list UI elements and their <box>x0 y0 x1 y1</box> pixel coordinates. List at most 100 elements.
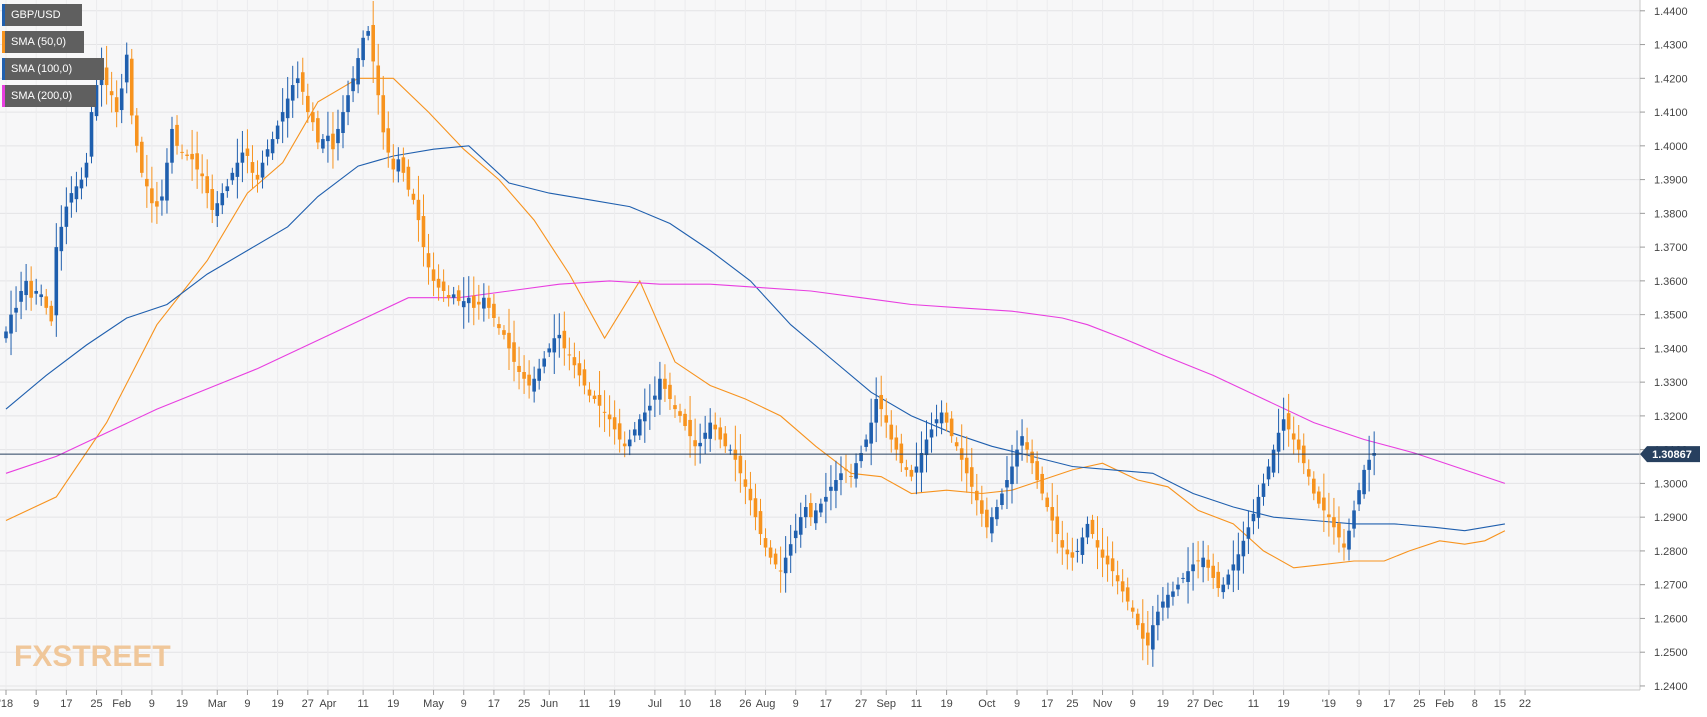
candle-down <box>688 419 692 437</box>
x-tick-label: 19 <box>176 698 188 710</box>
candle-up <box>326 135 330 142</box>
candle-down <box>602 411 607 413</box>
legend-item-sma200[interactable]: SMA (200,0) <box>2 85 96 107</box>
candle-down <box>1045 497 1050 508</box>
candle-down <box>1206 559 1210 568</box>
candle-down <box>758 511 763 535</box>
candle-up <box>39 294 44 298</box>
candle-down <box>944 412 949 423</box>
x-tick-label: 25 <box>1413 698 1425 710</box>
candle-up <box>1266 466 1271 480</box>
candle-up <box>396 159 401 172</box>
x-tick-label: Apr <box>319 698 336 710</box>
x-tick-label: 22 <box>1519 698 1531 710</box>
candle-down <box>426 253 431 268</box>
candle-down <box>668 384 672 400</box>
candle-up <box>990 517 994 534</box>
candle-up <box>537 368 541 381</box>
candle-up <box>1156 611 1160 626</box>
y-tick-label: 1.2400 <box>1654 681 1688 693</box>
candle-up <box>59 226 64 252</box>
candle-up <box>824 496 828 502</box>
candle-down <box>477 301 481 305</box>
candle-down <box>622 443 627 447</box>
candle-up <box>1075 550 1080 552</box>
y-tick-label: 1.3500 <box>1654 310 1688 322</box>
candle-down <box>1055 516 1060 535</box>
candle-up <box>466 297 471 304</box>
x-tick-label: 9 <box>244 698 250 710</box>
x-tick-label: 15 <box>1494 698 1506 710</box>
candle-up <box>1191 564 1195 572</box>
candle-up <box>1256 496 1261 518</box>
candle-up <box>658 378 662 400</box>
x-tick-label: Nov <box>1093 698 1113 710</box>
candle-up <box>461 301 466 308</box>
x-tick-label: Oct <box>978 698 995 710</box>
legend-item-sma100[interactable]: SMA (100,0) <box>2 58 104 80</box>
candle-up <box>632 429 637 436</box>
candle-up <box>165 162 169 201</box>
legend-label: GBP/USD <box>11 9 61 21</box>
legend-swatch-sma200 <box>2 85 5 107</box>
x-tick-label: 11 <box>911 698 922 710</box>
candle-up <box>220 193 225 206</box>
candle-up <box>290 85 295 101</box>
candle-up <box>1176 584 1180 590</box>
candle-up <box>648 405 652 411</box>
candle-down <box>1095 540 1100 548</box>
candle-down <box>985 509 989 528</box>
candle-down <box>733 449 738 460</box>
legend-item-price[interactable]: GBP/USD <box>2 4 82 26</box>
candle-down <box>1327 514 1331 518</box>
x-tick-label: 17 <box>488 698 500 710</box>
candle-up <box>788 544 793 556</box>
candle-up <box>295 78 300 84</box>
candle-up <box>929 429 934 438</box>
candle-down <box>1322 497 1326 511</box>
candle-up <box>280 112 285 122</box>
candle-down <box>1025 442 1029 450</box>
candle-down <box>778 570 783 572</box>
sma-line-3 <box>5 280 1506 484</box>
x-tick-label: 19 <box>609 698 621 710</box>
candle-up <box>1231 564 1236 571</box>
candle-up <box>14 307 18 313</box>
candle-down <box>145 178 149 187</box>
candle-up <box>79 179 84 189</box>
candle-up <box>1181 577 1185 579</box>
y-tick-label: 1.3800 <box>1654 208 1688 220</box>
x-axis-ticks: '18 9 17 25 Feb 9 19 Mar 9 19 27 Apr 11 19 May 9 17 25 Jun… <box>0 690 1531 710</box>
candle-up <box>74 186 79 200</box>
x-tick-label: 10 <box>679 698 691 710</box>
candle-down <box>29 280 33 298</box>
candle-up <box>874 399 878 423</box>
x-tick-label: Aug <box>756 698 776 710</box>
candle-up <box>924 439 929 456</box>
x-tick-label: Dec <box>1203 698 1223 710</box>
candle-down <box>376 65 381 96</box>
y-tick-label: 1.2800 <box>1654 546 1688 558</box>
candle-down <box>406 166 411 190</box>
candle-down <box>718 427 723 440</box>
x-tick-label: 9 <box>461 698 467 710</box>
candle-up <box>1347 530 1351 550</box>
legend-item-sma50[interactable]: SMA (50,0) <box>2 31 84 53</box>
candle-down <box>1035 461 1039 481</box>
candle-down <box>768 547 773 558</box>
candle-down <box>114 97 119 113</box>
candle-down <box>155 201 159 207</box>
candle-up <box>451 294 456 298</box>
candle-down <box>492 303 496 318</box>
candle-down <box>889 424 894 440</box>
candle-up <box>1271 449 1276 473</box>
candle-up <box>89 112 94 157</box>
candle-down <box>582 369 587 386</box>
candle-down <box>587 389 592 396</box>
candle-up <box>1241 540 1246 557</box>
candle-up <box>653 395 657 400</box>
candle-down <box>371 24 375 62</box>
candle-down <box>849 475 853 477</box>
candle-down <box>441 281 446 291</box>
